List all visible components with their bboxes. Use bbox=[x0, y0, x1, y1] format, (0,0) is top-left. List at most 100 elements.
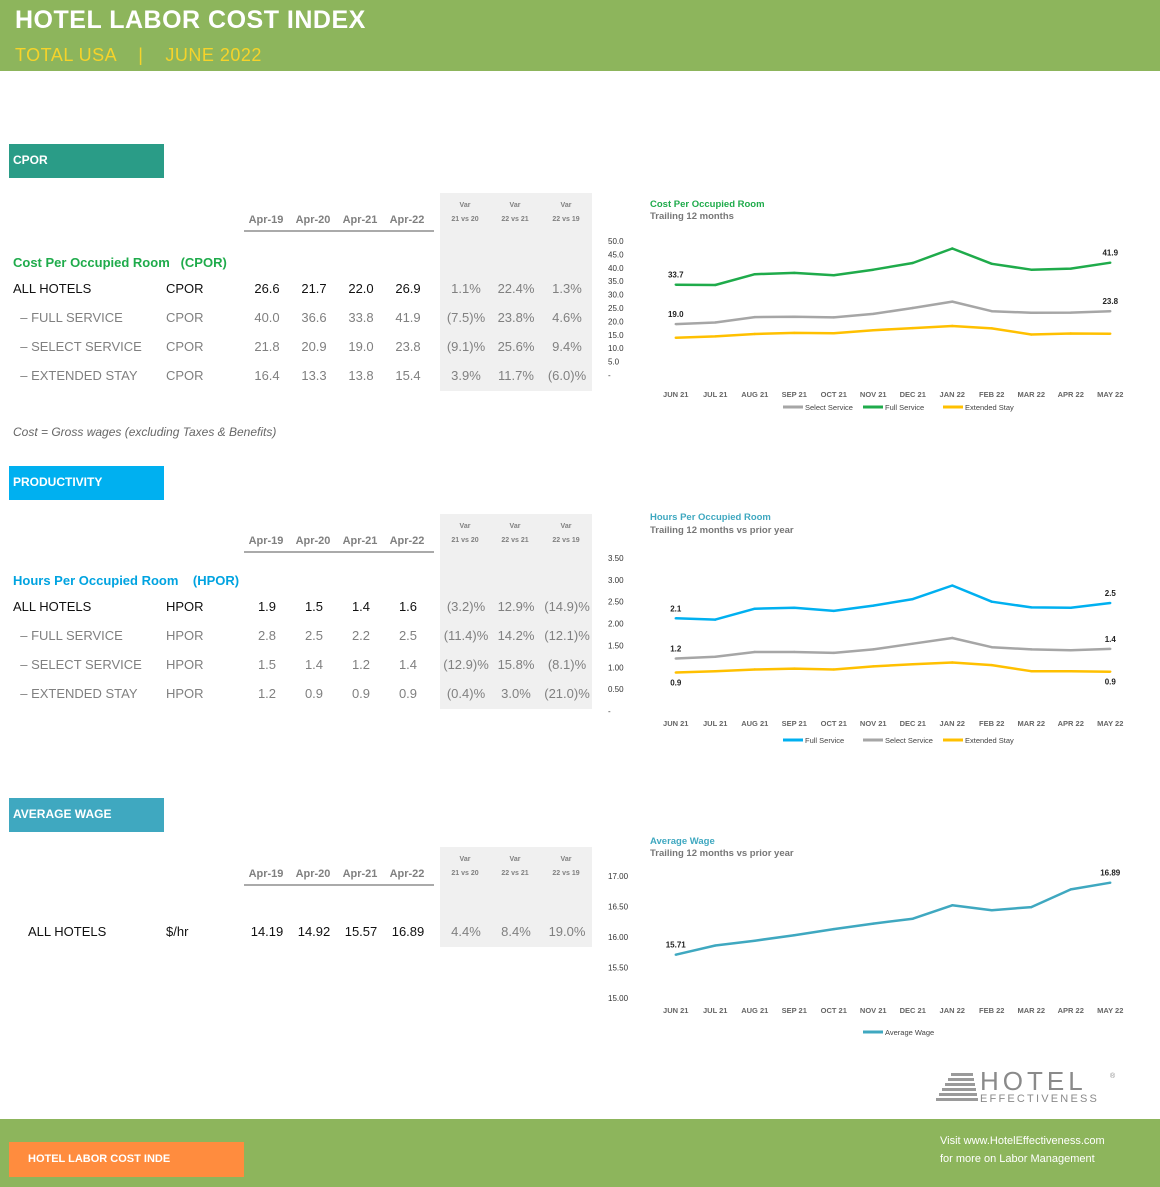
x-tick-label: JAN 22 bbox=[940, 1006, 965, 1015]
y-tick-label: 50.0 bbox=[608, 237, 624, 246]
data-point bbox=[1069, 332, 1072, 335]
chart-title: Average Wage bbox=[650, 836, 715, 847]
cpor-row-value: 15.4 bbox=[395, 368, 421, 383]
cpor-section-tab[interactable]: CPOR bbox=[9, 144, 164, 178]
cpor-row-label: ALL HOTELS bbox=[13, 281, 92, 296]
data-point bbox=[1069, 649, 1072, 652]
productivity-row-label: – FULL SERVICE bbox=[13, 628, 123, 643]
data-point bbox=[1069, 606, 1072, 610]
wage-var-header-top: Var bbox=[459, 856, 471, 863]
cpor-var-header-top: Var bbox=[459, 202, 471, 209]
data-point bbox=[753, 273, 756, 276]
productivity-row-value: 0.9 bbox=[304, 686, 324, 701]
productivity-row-value: 1.2 bbox=[257, 686, 277, 701]
legend-label: Average Wage bbox=[885, 1028, 934, 1037]
series-line-average-wage bbox=[675, 881, 1111, 956]
data-label: 2.1 bbox=[670, 604, 682, 613]
data-point bbox=[793, 315, 796, 319]
footer-line-1: Visit www.HotelEffectiveness.com bbox=[940, 1135, 1105, 1147]
productivity-row-value: 0.9 bbox=[398, 686, 418, 701]
cpor-row-label: – EXTENDED STAY bbox=[13, 368, 138, 383]
productivity-row-unit: HPOR bbox=[166, 686, 204, 701]
data-point bbox=[674, 671, 677, 674]
y-tick-label: 2.00 bbox=[608, 620, 624, 629]
x-tick-label: JUN 21 bbox=[663, 1006, 688, 1015]
x-tick-label: OCT 21 bbox=[821, 390, 847, 399]
wage-var-header-top: Var bbox=[509, 856, 521, 863]
data-point bbox=[911, 642, 914, 645]
data-label: 16.89 bbox=[1100, 869, 1121, 878]
x-tick-label: OCT 21 bbox=[821, 1006, 847, 1015]
wage-section-tab[interactable]: AVERAGE WAGE bbox=[9, 798, 164, 832]
productivity-row-variance: (8.1)% bbox=[547, 657, 587, 672]
productivity-section-tab[interactable]: PRODUCTIVITY bbox=[9, 466, 164, 500]
cpor-period-header: Apr-22 bbox=[389, 214, 425, 226]
wage-row-value: 16.89 bbox=[391, 924, 425, 939]
footer-tab[interactable]: HOTEL LABOR COST INDE bbox=[9, 1142, 244, 1177]
cpor-var-header-bottom: 21 vs 20 bbox=[451, 216, 479, 223]
cpor-row-value: 26.9 bbox=[395, 281, 421, 296]
data-point bbox=[753, 315, 756, 319]
data-point bbox=[990, 645, 993, 649]
x-tick-label: OCT 21 bbox=[821, 719, 847, 728]
productivity-row-variance: 14.2% bbox=[497, 628, 535, 643]
productivity-row-variance: (3.2)% bbox=[446, 599, 486, 614]
x-tick-label: DEC 21 bbox=[900, 1006, 926, 1015]
data-point bbox=[832, 668, 835, 671]
productivity-period-header: Apr-22 bbox=[389, 535, 425, 547]
x-tick-label: SEP 21 bbox=[782, 1006, 807, 1015]
x-tick-label: NOV 21 bbox=[860, 719, 887, 728]
x-tick-label: FEB 22 bbox=[979, 1006, 1004, 1015]
cpor-row-value: 40.0 bbox=[254, 310, 280, 325]
data-point bbox=[1109, 332, 1112, 335]
y-tick-label: 15.0 bbox=[608, 331, 624, 340]
data-point bbox=[872, 648, 875, 651]
data-point bbox=[990, 600, 993, 603]
data-point bbox=[832, 274, 835, 277]
data-point bbox=[872, 665, 875, 668]
x-tick-label: NOV 21 bbox=[860, 390, 887, 399]
data-label: 0.9 bbox=[1105, 678, 1117, 687]
data-point bbox=[753, 607, 756, 610]
y-tick-label: 3.50 bbox=[608, 554, 624, 563]
cpor-var-header-top: Var bbox=[560, 202, 572, 209]
report-footer: HOTEL LABOR COST INDE Visit www.HotelEff… bbox=[0, 1119, 1160, 1187]
y-tick-label: 40.0 bbox=[608, 264, 624, 273]
cpor-row-variance: (6.0)% bbox=[547, 368, 587, 383]
y-tick-label: 2.50 bbox=[608, 598, 624, 607]
data-point bbox=[911, 326, 914, 330]
legend-label: Extended Stay bbox=[965, 403, 1014, 412]
y-tick-label: 45.0 bbox=[608, 250, 624, 259]
chart-subtitle: Trailing 12 months vs prior year bbox=[650, 848, 794, 859]
cpor-row-unit: CPOR bbox=[166, 368, 204, 383]
productivity-row-value: 2.8 bbox=[257, 628, 277, 643]
logo-registered-mark: ® bbox=[1110, 1072, 1116, 1080]
wage-variance-panel bbox=[440, 847, 592, 947]
productivity-variance-panel bbox=[440, 514, 592, 709]
data-point bbox=[872, 922, 875, 925]
footer-link-text[interactable]: Visit www.HotelEffectiveness.com for mor… bbox=[940, 1132, 1105, 1168]
productivity-period-header: Apr-19 bbox=[248, 535, 284, 547]
data-point bbox=[1030, 268, 1033, 271]
data-point bbox=[1069, 267, 1072, 270]
wage-row-label: ALL HOTELS bbox=[28, 924, 107, 939]
productivity-period-header: Apr-20 bbox=[295, 535, 331, 547]
wage-row-variance: 4.4% bbox=[451, 924, 481, 939]
data-point bbox=[674, 336, 677, 339]
data-point bbox=[1069, 888, 1072, 891]
wage-period-header: Apr-21 bbox=[342, 868, 378, 880]
data-point bbox=[674, 322, 677, 326]
cpor-period-header: Apr-20 bbox=[295, 214, 331, 226]
data-point bbox=[1030, 311, 1033, 315]
footer-line-2: for more on Labor Management bbox=[940, 1153, 1095, 1165]
cpor-row-value: 21.7 bbox=[301, 281, 327, 296]
data-point bbox=[990, 310, 993, 313]
data-point bbox=[714, 618, 717, 621]
productivity-row-value: 1.4 bbox=[304, 657, 324, 672]
productivity-row-variance: (0.4)% bbox=[446, 686, 486, 701]
productivity-row-variance: (12.9)% bbox=[443, 657, 489, 672]
data-point bbox=[990, 327, 993, 330]
data-point bbox=[832, 609, 835, 613]
data-point bbox=[674, 953, 677, 956]
